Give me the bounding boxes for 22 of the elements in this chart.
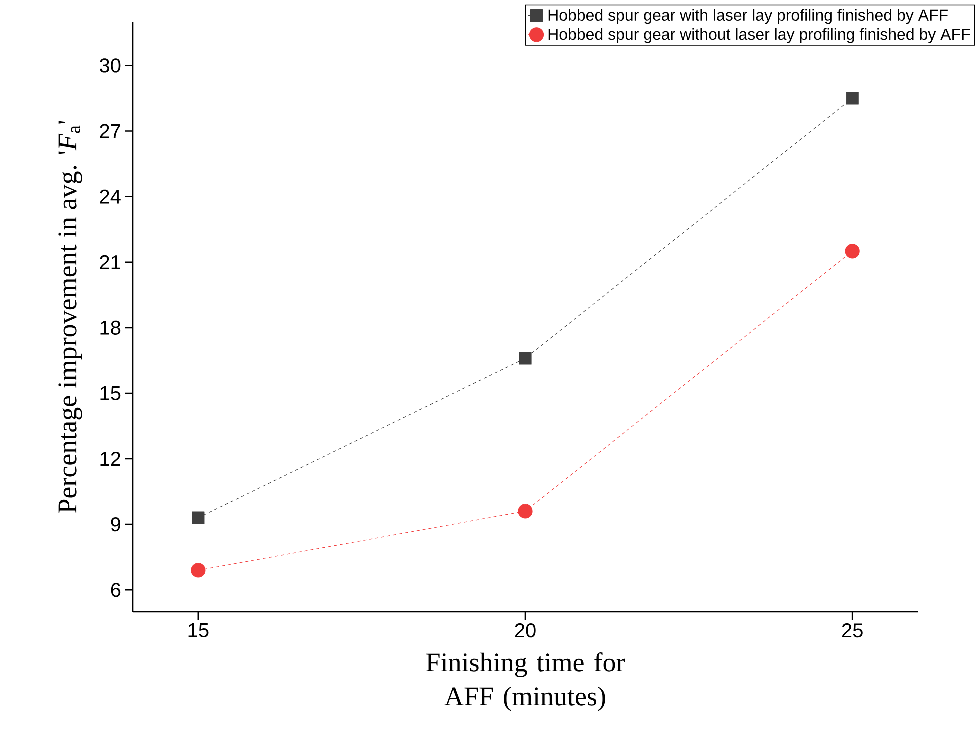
point [845, 244, 860, 259]
y-tick-label: 24 [100, 190, 121, 204]
y-tick-label: 12 [100, 452, 120, 466]
legend-label: Hobbed spur gear with laser lay profiling finished by AFF [548, 9, 948, 24]
y-tick-label: 21 [100, 255, 120, 270]
y-axis-title: Percentage improvement in avg. 'F$_{a}$' [58, 121, 82, 514]
legend-label: Hobbed spur gear without laser lay profiling finished by AFF [548, 28, 970, 44]
y-tick-label: 15 [100, 386, 121, 400]
x-tick-label: 25 [842, 624, 863, 638]
x-axis-title: Finishing time for AFF (minutes) [426, 652, 626, 712]
x-tick-label: 20 [515, 624, 536, 638]
point [191, 563, 206, 578]
y-tick-label: 6 [111, 583, 121, 598]
y-tick-label: 27 [100, 124, 120, 138]
point [846, 92, 859, 105]
y-tick-label: 18 [100, 320, 121, 335]
y-tick-label: 9 [111, 518, 121, 532]
point [519, 352, 532, 365]
point [518, 504, 533, 519]
point [192, 512, 205, 524]
y-tick-label: 30 [100, 58, 121, 73]
x-tick-label: 15 [188, 624, 209, 638]
